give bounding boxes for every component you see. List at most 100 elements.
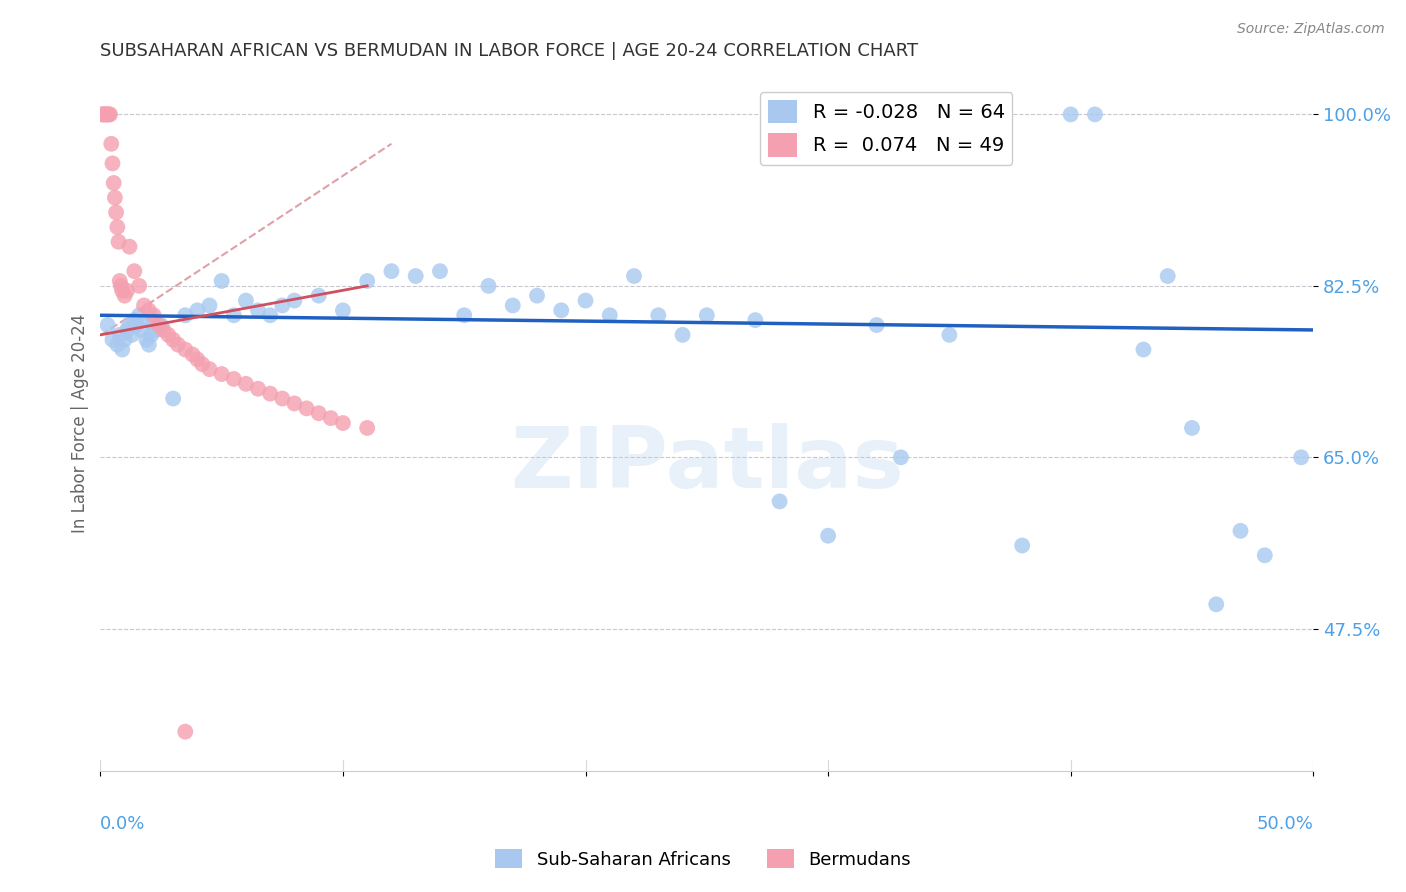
Point bbox=[1157, 268, 1180, 283]
Point bbox=[599, 308, 621, 322]
Point bbox=[647, 308, 669, 322]
Point bbox=[1229, 524, 1251, 538]
Point bbox=[259, 308, 281, 322]
Text: SUBSAHARAN AFRICAN VS BERMUDAN IN LABOR FORCE | AGE 20-24 CORRELATION CHART: SUBSAHARAN AFRICAN VS BERMUDAN IN LABOR … bbox=[100, 42, 918, 60]
Point bbox=[1132, 343, 1154, 357]
Point bbox=[145, 323, 167, 337]
Point bbox=[1011, 539, 1033, 553]
Point bbox=[148, 318, 170, 332]
Point bbox=[97, 107, 120, 121]
Point bbox=[174, 724, 197, 739]
Point bbox=[132, 298, 155, 312]
Point bbox=[104, 191, 127, 205]
Point bbox=[1084, 107, 1107, 121]
Point bbox=[115, 323, 138, 337]
Point bbox=[91, 107, 114, 121]
Point bbox=[332, 416, 354, 430]
Text: ZIPatlas: ZIPatlas bbox=[510, 424, 904, 507]
Point bbox=[271, 392, 294, 406]
Point bbox=[162, 392, 184, 406]
Point bbox=[247, 303, 270, 318]
Point bbox=[222, 372, 245, 386]
Point bbox=[108, 274, 131, 288]
Point bbox=[90, 107, 112, 121]
Point bbox=[142, 308, 165, 322]
Point bbox=[319, 411, 342, 425]
Point bbox=[1060, 107, 1083, 121]
Point bbox=[107, 235, 129, 249]
Point bbox=[101, 333, 124, 347]
Point bbox=[103, 176, 125, 190]
Point bbox=[938, 327, 960, 342]
Point bbox=[550, 303, 572, 318]
Point bbox=[105, 205, 128, 219]
Point bbox=[623, 268, 645, 283]
Text: 50.0%: 50.0% bbox=[1257, 815, 1313, 833]
Point bbox=[150, 318, 173, 332]
Point bbox=[181, 347, 204, 361]
Point bbox=[477, 278, 499, 293]
Text: Source: ZipAtlas.com: Source: ZipAtlas.com bbox=[1237, 22, 1385, 37]
Point bbox=[271, 298, 294, 312]
Legend: Sub-Saharan Africans, Bermudans: Sub-Saharan Africans, Bermudans bbox=[488, 842, 918, 876]
Point bbox=[114, 288, 136, 302]
Point bbox=[671, 327, 693, 342]
Point bbox=[141, 327, 163, 342]
Y-axis label: In Labor Force | Age 20-24: In Labor Force | Age 20-24 bbox=[72, 313, 89, 533]
Point bbox=[124, 264, 146, 278]
Point bbox=[152, 323, 174, 337]
Point bbox=[115, 284, 138, 298]
Point bbox=[1254, 549, 1277, 563]
Point bbox=[574, 293, 596, 308]
Point bbox=[696, 308, 718, 322]
Point bbox=[405, 268, 427, 283]
Point bbox=[97, 318, 120, 332]
Point bbox=[768, 494, 790, 508]
Point bbox=[502, 298, 524, 312]
Point bbox=[186, 303, 208, 318]
Point bbox=[1181, 421, 1204, 435]
Point bbox=[259, 386, 281, 401]
Point bbox=[94, 107, 117, 121]
Point bbox=[142, 313, 165, 327]
Point bbox=[138, 303, 160, 318]
Point bbox=[235, 293, 257, 308]
Point bbox=[93, 107, 115, 121]
Point bbox=[453, 308, 475, 322]
Point bbox=[98, 107, 121, 121]
Point bbox=[131, 323, 153, 337]
Text: 0.0%: 0.0% bbox=[100, 815, 146, 833]
Point bbox=[526, 288, 548, 302]
Point bbox=[283, 396, 305, 410]
Point bbox=[191, 357, 214, 371]
Point bbox=[162, 333, 184, 347]
Point bbox=[105, 337, 128, 351]
Point bbox=[100, 136, 122, 151]
Point bbox=[744, 313, 766, 327]
Point bbox=[380, 264, 402, 278]
Point bbox=[108, 327, 131, 342]
Point bbox=[222, 308, 245, 322]
Point bbox=[135, 333, 157, 347]
Point bbox=[96, 107, 118, 121]
Point bbox=[332, 303, 354, 318]
Point bbox=[124, 313, 146, 327]
Point bbox=[308, 406, 330, 420]
Point bbox=[356, 421, 378, 435]
Point bbox=[111, 284, 134, 298]
Point bbox=[283, 293, 305, 308]
Legend: R = -0.028   N = 64, R =  0.074   N = 49: R = -0.028 N = 64, R = 0.074 N = 49 bbox=[761, 92, 1012, 165]
Point bbox=[167, 337, 190, 351]
Point bbox=[121, 327, 143, 342]
Point bbox=[97, 107, 120, 121]
Point bbox=[211, 367, 233, 381]
Point bbox=[128, 308, 150, 322]
Point bbox=[295, 401, 318, 416]
Point bbox=[111, 343, 134, 357]
Point bbox=[186, 352, 208, 367]
Point bbox=[101, 156, 124, 170]
Point bbox=[138, 337, 160, 351]
Point bbox=[356, 274, 378, 288]
Point bbox=[157, 327, 180, 342]
Point bbox=[247, 382, 270, 396]
